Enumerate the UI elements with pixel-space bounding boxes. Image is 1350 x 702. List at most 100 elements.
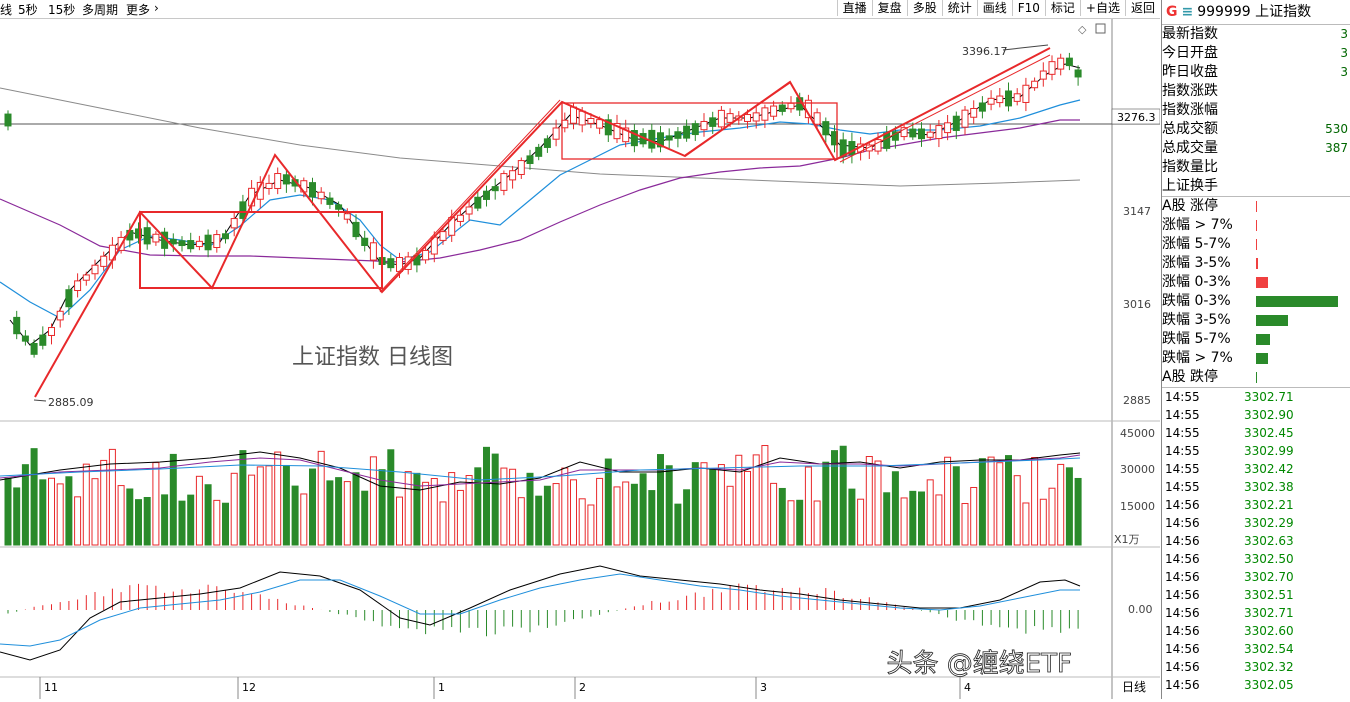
stat-label: 指数涨跌	[1162, 83, 1218, 99]
kline-chart-area[interactable]: 3276.3 3147 3016 2885 45000 30000 15000 …	[0, 19, 1161, 699]
stat-label: 上证换手	[1162, 178, 1218, 194]
consolidation-box-2	[561, 102, 838, 160]
stat-row: 最新指数 3	[1162, 25, 1350, 44]
trend-annotations	[34, 47, 1051, 398]
tick-time: 14:55	[1165, 480, 1200, 494]
chart-toolbar: 线 5秒 15秒 多周期 更多 › 直播 复盘 多股 统计 画线 F10 标记 …	[0, 0, 1160, 19]
stat-row: 指数涨跌	[1162, 82, 1350, 101]
volume-bar	[770, 482, 778, 546]
tick-row[interactable]: 14:55 3302.38	[1162, 478, 1350, 496]
candle	[961, 109, 969, 128]
candle	[987, 97, 995, 105]
tick-row[interactable]: 14:55 3302.99	[1162, 442, 1350, 460]
volume-bar	[517, 497, 525, 546]
menu-icon[interactable]: ≡	[1181, 4, 1194, 20]
volume-bar	[500, 467, 508, 546]
distribution-bar	[1256, 201, 1257, 212]
candle	[909, 128, 917, 138]
tick-row[interactable]: 14:55 3302.90	[1162, 406, 1350, 424]
tick-row[interactable]: 14:55 3302.42	[1162, 460, 1350, 478]
distribution-label: 涨幅 5-7%	[1162, 236, 1231, 252]
price-tick-3016: 3016	[1123, 298, 1151, 311]
channel-line-1	[379, 99, 561, 293]
stat-value: 3	[1340, 46, 1348, 60]
volume-bar	[448, 472, 456, 546]
candle	[13, 316, 21, 335]
tick-row[interactable]: 14:55 3302.45	[1162, 424, 1350, 442]
channel-line-2	[684, 82, 791, 156]
f10-button[interactable]: F10	[1011, 0, 1045, 16]
tick-row[interactable]: 14:56 3302.60	[1162, 622, 1350, 640]
period-day-button[interactable]: 线	[0, 3, 13, 17]
tick-row[interactable]: 14:56 3302.50	[1162, 550, 1350, 568]
tick-list[interactable]: 14:55 3302.71 14:55 3302.90 14:55 3302.45 14:5…	[1162, 388, 1350, 694]
chevron-right-icon[interactable]: ›	[154, 1, 159, 15]
volume-bar	[291, 485, 299, 546]
draw-line-button[interactable]: 画线	[976, 0, 1012, 16]
candle	[865, 144, 873, 152]
tick-row[interactable]: 14:56 3302.51	[1162, 586, 1350, 604]
more-periods-button[interactable]: 更多	[126, 3, 151, 17]
distribution-label: 跌幅 5-7%	[1162, 331, 1231, 347]
panel-header: G ≡ 999999 上证指数	[1162, 0, 1350, 25]
volume-bar	[135, 499, 142, 546]
volume-bar	[674, 503, 682, 546]
volume-bar	[578, 498, 586, 546]
stat-value: 3	[1340, 65, 1348, 79]
candle	[700, 120, 708, 131]
candle	[1031, 80, 1039, 89]
tick-row[interactable]: 14:56 3302.05	[1162, 676, 1350, 694]
index-info-panel: G ≡ 999999 上证指数 最新指数 3 今日开盘 3 昨日收盘 3 指数涨跌 指数涨幅 总成交…	[1161, 0, 1350, 699]
mark-button[interactable]: 标记	[1044, 0, 1080, 16]
tick-price: 3302.99	[1244, 444, 1294, 458]
candle	[891, 131, 899, 141]
volume-bar	[74, 496, 82, 546]
period-15s-button[interactable]: 15秒	[48, 3, 76, 17]
distribution-label: 涨幅 > 7%	[1162, 217, 1233, 233]
tick-row[interactable]: 14:56 3302.32	[1162, 658, 1350, 676]
candle	[1039, 70, 1047, 80]
candle	[613, 122, 621, 140]
multi-period-button[interactable]: 多周期	[82, 3, 119, 17]
add-watchlist-button[interactable]: +自选	[1079, 0, 1125, 16]
period-5s-button[interactable]: 5秒	[18, 3, 38, 17]
tick-row[interactable]: 14:56 3302.70	[1162, 568, 1350, 586]
volume-bar	[787, 500, 795, 546]
tick-row[interactable]: 14:56 3302.29	[1162, 514, 1350, 532]
kline-chart[interactable]: 3276.3 3147 3016 2885 45000 30000 15000 …	[0, 19, 1161, 699]
candle	[187, 240, 195, 250]
live-button[interactable]: 直播	[836, 0, 872, 16]
month-label-2: 2	[579, 681, 586, 694]
volume-bar	[56, 483, 64, 546]
candle	[883, 132, 891, 149]
window-toggle-icon[interactable]	[1095, 23, 1106, 34]
tick-row[interactable]: 14:56 3302.63	[1162, 532, 1350, 550]
tick-row[interactable]: 14:56 3302.71	[1162, 604, 1350, 622]
review-button[interactable]: 复盘	[871, 0, 907, 16]
distribution-label: 跌幅 0-3%	[1162, 293, 1231, 309]
consolidation-box-1	[139, 211, 383, 289]
tick-time: 14:56	[1165, 570, 1200, 584]
tick-row[interactable]: 14:55 3302.71	[1162, 388, 1350, 406]
volume-bar	[413, 472, 421, 546]
back-button[interactable]: 返回	[1124, 0, 1160, 16]
candle	[1057, 57, 1065, 70]
candle	[422, 249, 430, 261]
candle	[691, 123, 699, 136]
tick-row[interactable]: 14:56 3302.21	[1162, 496, 1350, 514]
diamond-icon[interactable]: ◇	[1078, 23, 1087, 36]
candle	[778, 104, 786, 112]
candle	[274, 173, 282, 189]
candle	[222, 233, 229, 240]
volume-bar	[265, 465, 273, 546]
distribution-row: 跌幅 > 7%	[1162, 349, 1350, 368]
volume-bar	[509, 468, 517, 546]
multi-stock-button[interactable]: 多股	[906, 0, 942, 16]
month-label-4: 4	[964, 681, 971, 694]
candle	[65, 289, 73, 308]
statistics-button[interactable]: 统计	[941, 0, 977, 16]
tick-row[interactable]: 14:56 3302.54	[1162, 640, 1350, 658]
candle	[343, 213, 351, 220]
candle	[4, 113, 12, 127]
g-icon[interactable]: G	[1166, 4, 1178, 20]
